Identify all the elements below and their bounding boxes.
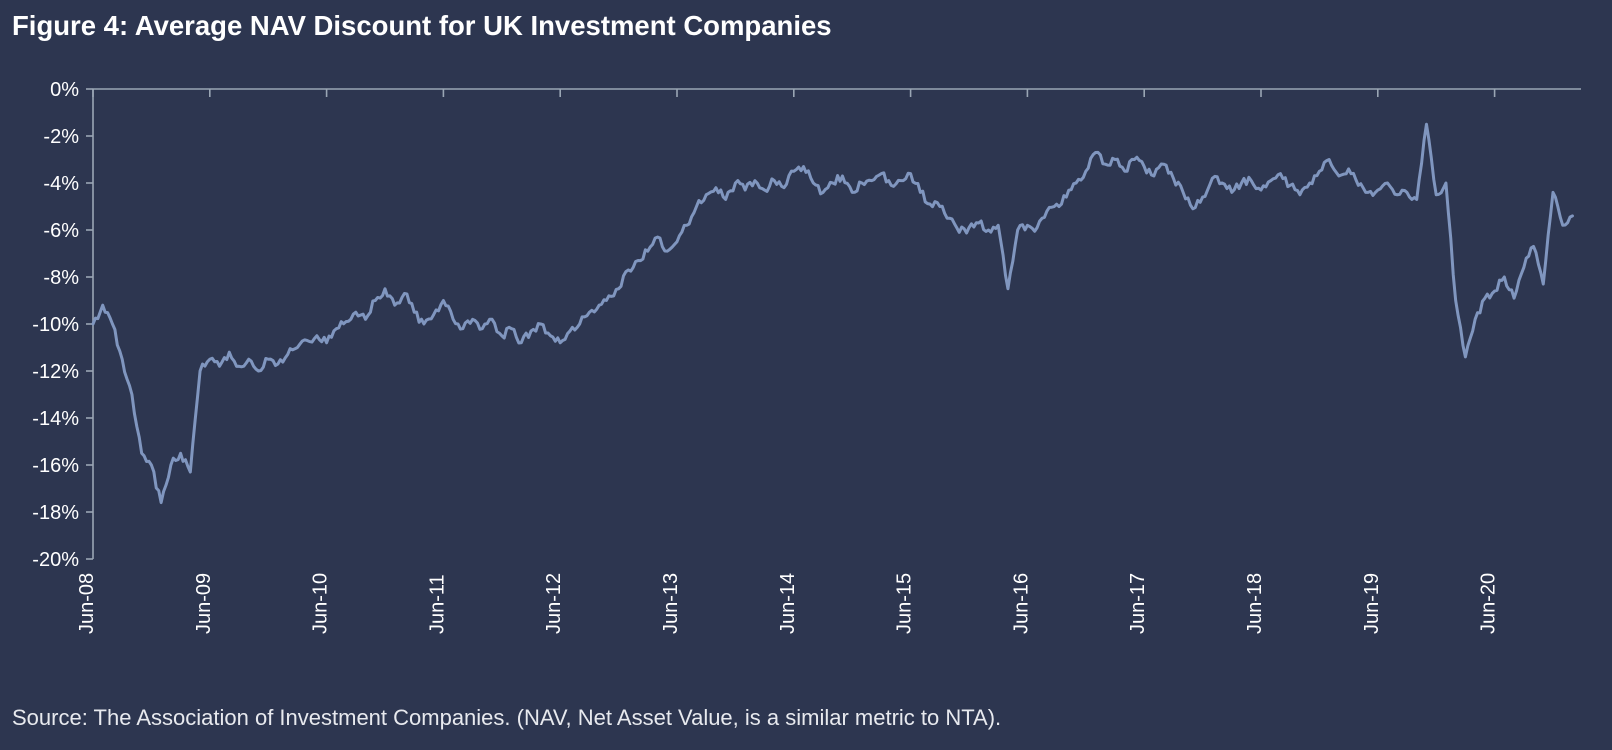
svg-text:Jun-12: Jun-12 xyxy=(543,573,565,634)
svg-text:-10%: -10% xyxy=(32,314,79,336)
svg-text:-20%: -20% xyxy=(32,549,79,571)
svg-text:-18%: -18% xyxy=(32,502,79,524)
svg-text:0%: 0% xyxy=(50,79,79,101)
svg-text:Jun-16: Jun-16 xyxy=(1010,573,1032,634)
svg-text:Jun-19: Jun-19 xyxy=(1361,573,1383,634)
svg-text:Jun-17: Jun-17 xyxy=(1127,573,1149,634)
svg-text:Jun-08: Jun-08 xyxy=(76,573,98,634)
svg-text:Jun-20: Jun-20 xyxy=(1478,573,1500,634)
svg-text:Jun-11: Jun-11 xyxy=(426,574,448,634)
svg-text:-16%: -16% xyxy=(32,455,79,477)
svg-text:-12%: -12% xyxy=(32,361,79,383)
svg-text:-8%: -8% xyxy=(43,267,79,289)
svg-text:Jun-14: Jun-14 xyxy=(777,573,799,634)
svg-text:Jun-09: Jun-09 xyxy=(193,573,215,634)
svg-text:Jun-10: Jun-10 xyxy=(310,573,332,634)
svg-text:-2%: -2% xyxy=(43,126,79,148)
svg-text:Jun-13: Jun-13 xyxy=(660,573,682,634)
svg-text:-4%: -4% xyxy=(43,173,79,195)
svg-text:-6%: -6% xyxy=(43,220,79,242)
svg-text:-14%: -14% xyxy=(32,408,79,430)
svg-text:Jun-15: Jun-15 xyxy=(894,573,916,634)
svg-text:Jun-18: Jun-18 xyxy=(1244,573,1266,634)
